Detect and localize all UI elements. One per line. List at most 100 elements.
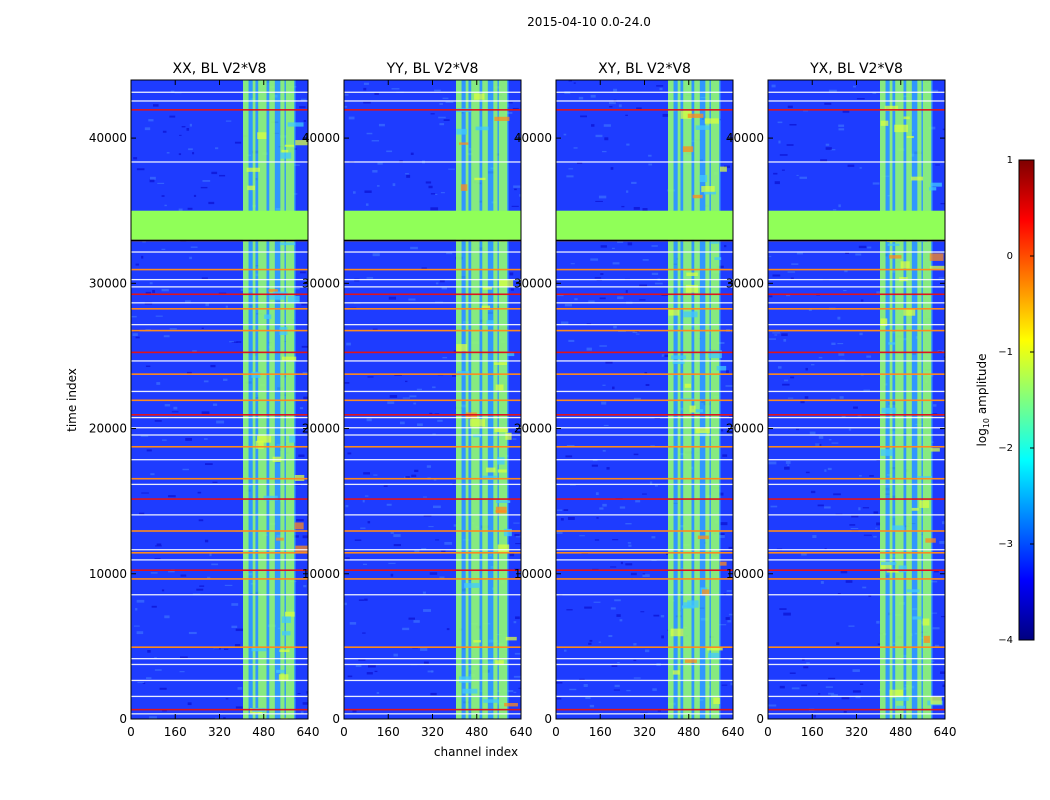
noise-speck [723, 245, 727, 248]
x-tick-label: 160 [377, 725, 400, 739]
noise-speck [441, 286, 448, 290]
gap-row [768, 663, 945, 666]
rfi-row [556, 351, 733, 354]
noise-speck [229, 341, 234, 343]
rfi-row [768, 477, 945, 480]
band-patch [683, 602, 691, 608]
band-patch [284, 144, 295, 147]
x-tick-label: 160 [801, 725, 824, 739]
noise-speck [374, 92, 379, 95]
noise-speck [825, 143, 830, 146]
y-tick-label: 0 [332, 712, 340, 726]
noise-speck [567, 516, 575, 520]
band-patch [295, 140, 308, 146]
noise-speck [722, 454, 728, 457]
noise-speck [364, 190, 372, 193]
rfi-row [344, 578, 521, 580]
noise-speck [344, 94, 349, 96]
colorbar-tick-label: −4 [998, 635, 1013, 646]
noise-speck [566, 444, 575, 447]
band-patch [496, 500, 511, 503]
noise-speck [568, 80, 572, 82]
noise-speck [786, 144, 794, 146]
noise-speck [187, 702, 192, 706]
noise-speck [225, 698, 229, 700]
noise-speck [296, 519, 304, 522]
noise-speck [207, 576, 211, 579]
rfi-row [556, 414, 733, 416]
noise-speck [578, 96, 584, 100]
gap-row [768, 416, 945, 419]
noise-speck [777, 121, 783, 124]
noise-speck [616, 614, 621, 617]
noise-speck [428, 185, 433, 189]
noise-speck [366, 277, 374, 279]
noise-speck [611, 247, 615, 250]
noise-speck [831, 442, 839, 444]
noise-speck [803, 666, 809, 669]
noise-speck [171, 411, 179, 413]
noise-speck [132, 333, 138, 337]
band-patch [680, 110, 692, 119]
gap-row [131, 360, 308, 362]
noise-speck [181, 126, 186, 128]
noise-speck [868, 594, 872, 597]
noise-speck [303, 120, 306, 122]
y-tick-label: 30000 [726, 276, 764, 290]
noise-speck [818, 357, 823, 359]
noise-speck [408, 617, 416, 620]
noise-speck [602, 150, 607, 153]
noise-speck [437, 419, 443, 422]
noise-speck [150, 572, 158, 574]
band-patch [505, 636, 517, 641]
x-tick-label: 0 [340, 725, 348, 739]
noise-speck [599, 297, 606, 300]
noise-speck [299, 407, 304, 410]
noise-speck [660, 615, 665, 618]
gap-row [344, 594, 521, 596]
noise-speck [510, 288, 514, 291]
band-patch [903, 116, 910, 120]
noise-speck [411, 474, 417, 478]
noise-speck [446, 252, 453, 255]
noise-speck [208, 201, 215, 205]
noise-speck [841, 415, 846, 417]
band-patch [682, 146, 694, 153]
noise-speck [626, 689, 631, 692]
noise-speck [453, 350, 457, 353]
noise-speck [589, 639, 593, 642]
band-patch [505, 432, 512, 440]
noise-speck [833, 493, 841, 496]
band-patch [256, 435, 272, 443]
band-patch [247, 185, 256, 191]
noise-speck [144, 127, 151, 131]
noise-speck [656, 85, 664, 87]
noise-speck [300, 711, 304, 714]
gap-row [131, 251, 308, 253]
noise-speck [223, 648, 229, 650]
noise-speck [199, 585, 205, 587]
noise-speck [448, 168, 455, 170]
noise-speck [435, 539, 440, 541]
noise-speck [642, 259, 649, 261]
noise-speck [184, 300, 191, 304]
noise-speck [588, 642, 592, 645]
noise-speck [806, 662, 810, 664]
rfi-row [131, 530, 308, 532]
band-patch [886, 569, 900, 573]
noise-speck [848, 625, 855, 627]
gap-row [131, 663, 308, 666]
noise-speck [666, 552, 670, 555]
noise-speck [378, 123, 385, 127]
noise-speck [362, 632, 366, 634]
noise-speck [942, 684, 945, 688]
noise-speck [405, 476, 410, 479]
x-tick-label: 0 [127, 725, 135, 739]
noise-speck [149, 176, 156, 180]
noise-speck [651, 536, 656, 539]
noise-speck [769, 338, 777, 340]
gap-row [131, 161, 308, 163]
y-tick-label: 20000 [726, 422, 764, 436]
noise-speck [201, 411, 210, 414]
noise-speck [773, 172, 778, 175]
